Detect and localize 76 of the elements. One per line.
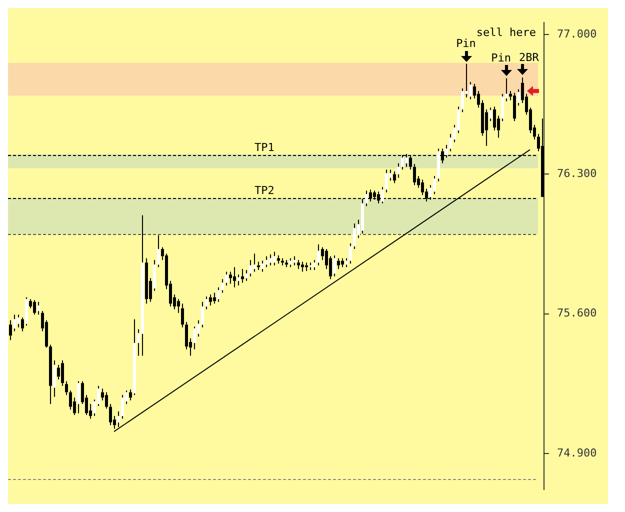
candlestick bbox=[105, 392, 108, 410]
candlestick bbox=[37, 301, 40, 316]
annotation: 2BR bbox=[519, 50, 540, 64]
candlestick bbox=[433, 176, 436, 195]
candlestick bbox=[65, 380, 68, 396]
candlestick bbox=[13, 314, 16, 332]
candlestick bbox=[117, 410, 120, 428]
candlestick bbox=[421, 179, 424, 196]
candlestick bbox=[285, 259, 288, 268]
candlestick bbox=[77, 380, 80, 414]
candlestick bbox=[145, 258, 148, 304]
candlestick bbox=[49, 344, 52, 405]
candlestick bbox=[181, 303, 184, 328]
candlestick bbox=[393, 170, 396, 184]
candlestick bbox=[185, 322, 188, 350]
y-tick-label: 77.000 bbox=[557, 27, 597, 40]
candlestick bbox=[341, 258, 344, 268]
ref-line-label: TP1 bbox=[254, 140, 274, 154]
candlestick bbox=[337, 258, 340, 270]
candlestick bbox=[193, 326, 196, 350]
candlestick bbox=[157, 234, 160, 268]
candlestick bbox=[141, 214, 144, 356]
y-tick-label: 74.900 bbox=[557, 446, 597, 460]
candlestick bbox=[493, 106, 496, 131]
candlestick bbox=[469, 82, 472, 100]
candlestick bbox=[17, 314, 20, 328]
candlestick bbox=[297, 259, 300, 270]
candlestick bbox=[397, 162, 400, 178]
candlestick bbox=[253, 253, 256, 272]
candlestick bbox=[9, 320, 12, 341]
candlestick bbox=[513, 92, 516, 122]
candlestick bbox=[133, 318, 136, 396]
candlestick bbox=[109, 404, 112, 426]
candlestick bbox=[313, 259, 316, 270]
candlestick bbox=[353, 222, 356, 250]
candlestick bbox=[461, 88, 464, 113]
candlestick bbox=[261, 260, 264, 272]
candlestick bbox=[269, 254, 272, 266]
candlestick bbox=[33, 300, 36, 316]
y-tick-label: 75.600 bbox=[557, 306, 597, 320]
ref-line-label: TP2 bbox=[254, 184, 274, 197]
candlestick bbox=[217, 286, 220, 302]
candlestick bbox=[221, 278, 224, 294]
candlestick bbox=[129, 388, 132, 401]
candlestick bbox=[213, 292, 216, 304]
candlestick bbox=[29, 298, 32, 309]
candlestick bbox=[229, 271, 232, 284]
candlestick bbox=[289, 258, 292, 268]
annotation: Pin bbox=[456, 37, 476, 50]
y-tick-label: 76.300 bbox=[557, 167, 597, 180]
annotation: sell here bbox=[476, 26, 536, 39]
candlestick bbox=[301, 261, 304, 272]
candlestick bbox=[233, 266, 236, 288]
candlestick bbox=[209, 294, 212, 306]
candlestick bbox=[177, 298, 180, 314]
candlestick bbox=[237, 274, 240, 286]
candlestick bbox=[225, 271, 228, 286]
candlestick bbox=[57, 364, 60, 380]
candlestick bbox=[317, 244, 320, 266]
candlestick bbox=[245, 269, 248, 282]
candlestick bbox=[293, 256, 296, 266]
candlestick bbox=[249, 259, 252, 277]
candlestick bbox=[333, 254, 336, 277]
candlestick bbox=[385, 169, 388, 193]
annotation: Pin bbox=[491, 52, 511, 65]
candlestick bbox=[121, 394, 124, 420]
candlestick bbox=[501, 93, 504, 122]
candlestick bbox=[413, 164, 416, 186]
candlestick bbox=[61, 360, 64, 386]
candlestick bbox=[349, 242, 352, 264]
candlestick bbox=[277, 254, 280, 264]
candlestick bbox=[265, 256, 268, 268]
candlestick bbox=[541, 118, 544, 197]
candlestick bbox=[205, 296, 208, 310]
candlestick bbox=[273, 251, 276, 266]
candlestick bbox=[345, 258, 348, 268]
